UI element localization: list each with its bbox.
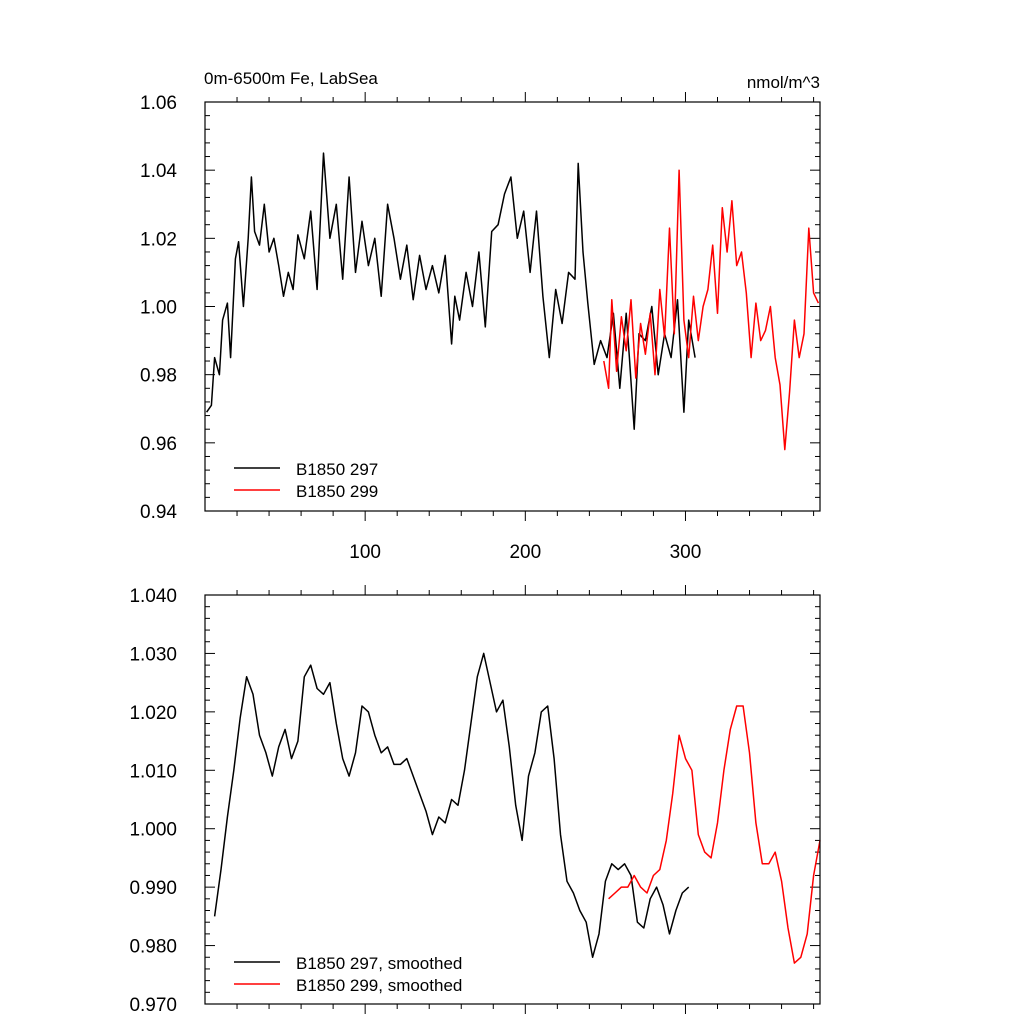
- top-chart-units: nmol/m^3: [747, 73, 820, 92]
- top-chart: 0m-6500m Fe, LabSea nmol/m^3 0.940.960.9…: [140, 69, 821, 563]
- bottom-y-tick-label: 0.990: [129, 878, 177, 899]
- bottom-plot-frame: [204, 594, 821, 1005]
- top-y-tick-label: 0.96: [140, 434, 177, 455]
- bottom-legend: B1850 297, smoothed B1850 299, smoothed: [234, 954, 462, 995]
- top-y-tick-label: 0.98: [140, 366, 177, 387]
- bottom-y-tick-label: 1.040: [129, 586, 177, 607]
- top-y-tick-label: 1.02: [140, 229, 177, 250]
- top-y-tick-label: 0.94: [140, 502, 177, 523]
- top-x-tick-label: 100: [349, 542, 381, 563]
- top-series-line-b1850-297: [205, 152, 696, 430]
- top-lines: [205, 152, 820, 451]
- bottom-y-tick-label: 0.980: [129, 937, 177, 958]
- top-y-tick-label: 1.04: [140, 161, 177, 182]
- bottom-series-line-b1850-297: [213, 652, 690, 959]
- bottom-y-tick-label: 1.010: [129, 761, 177, 782]
- bottom-legend-label-b: B1850 299, smoothed: [296, 976, 462, 995]
- top-chart-title: 0m-6500m Fe, LabSea: [204, 69, 378, 88]
- top-x-tick-label: 200: [509, 542, 541, 563]
- top-y-tick-label: 1.00: [140, 298, 177, 319]
- top-axes: 0.94 0.96 0.98 1.00 1.02 1.04 1.06 100 200 300: [140, 92, 820, 563]
- top-legend-label-a: B1850 297: [296, 460, 378, 479]
- top-x-tick-label: 300: [670, 542, 702, 563]
- bottom-y-tick-label: 0.970: [129, 995, 177, 1016]
- top-series-line-b1850-299: [603, 169, 820, 451]
- bottom-y-tick-label: 1.020: [129, 703, 177, 724]
- bottom-y-tick-label: 1.000: [129, 820, 177, 841]
- top-legend: B1850 297 B1850 299: [234, 460, 378, 501]
- bottom-axes: 0.970 0.980 0.990 1.000 1.010 1.020 1.030 1.040: [129, 585, 820, 1016]
- top-legend-label-b: B1850 299: [296, 482, 378, 501]
- bottom-y-tick-label: 1.030: [129, 644, 177, 665]
- bottom-series-line-b1850-299: [608, 705, 821, 964]
- top-plot-frame: [204, 101, 821, 512]
- bottom-legend-label-a: B1850 297, smoothed: [296, 954, 462, 973]
- top-y-tick-label: 1.06: [140, 93, 177, 114]
- bottom-chart: 0.970 0.980 0.990 1.000 1.010 1.020 1.030 1.040…: [129, 585, 821, 1016]
- bottom-lines: [213, 652, 821, 964]
